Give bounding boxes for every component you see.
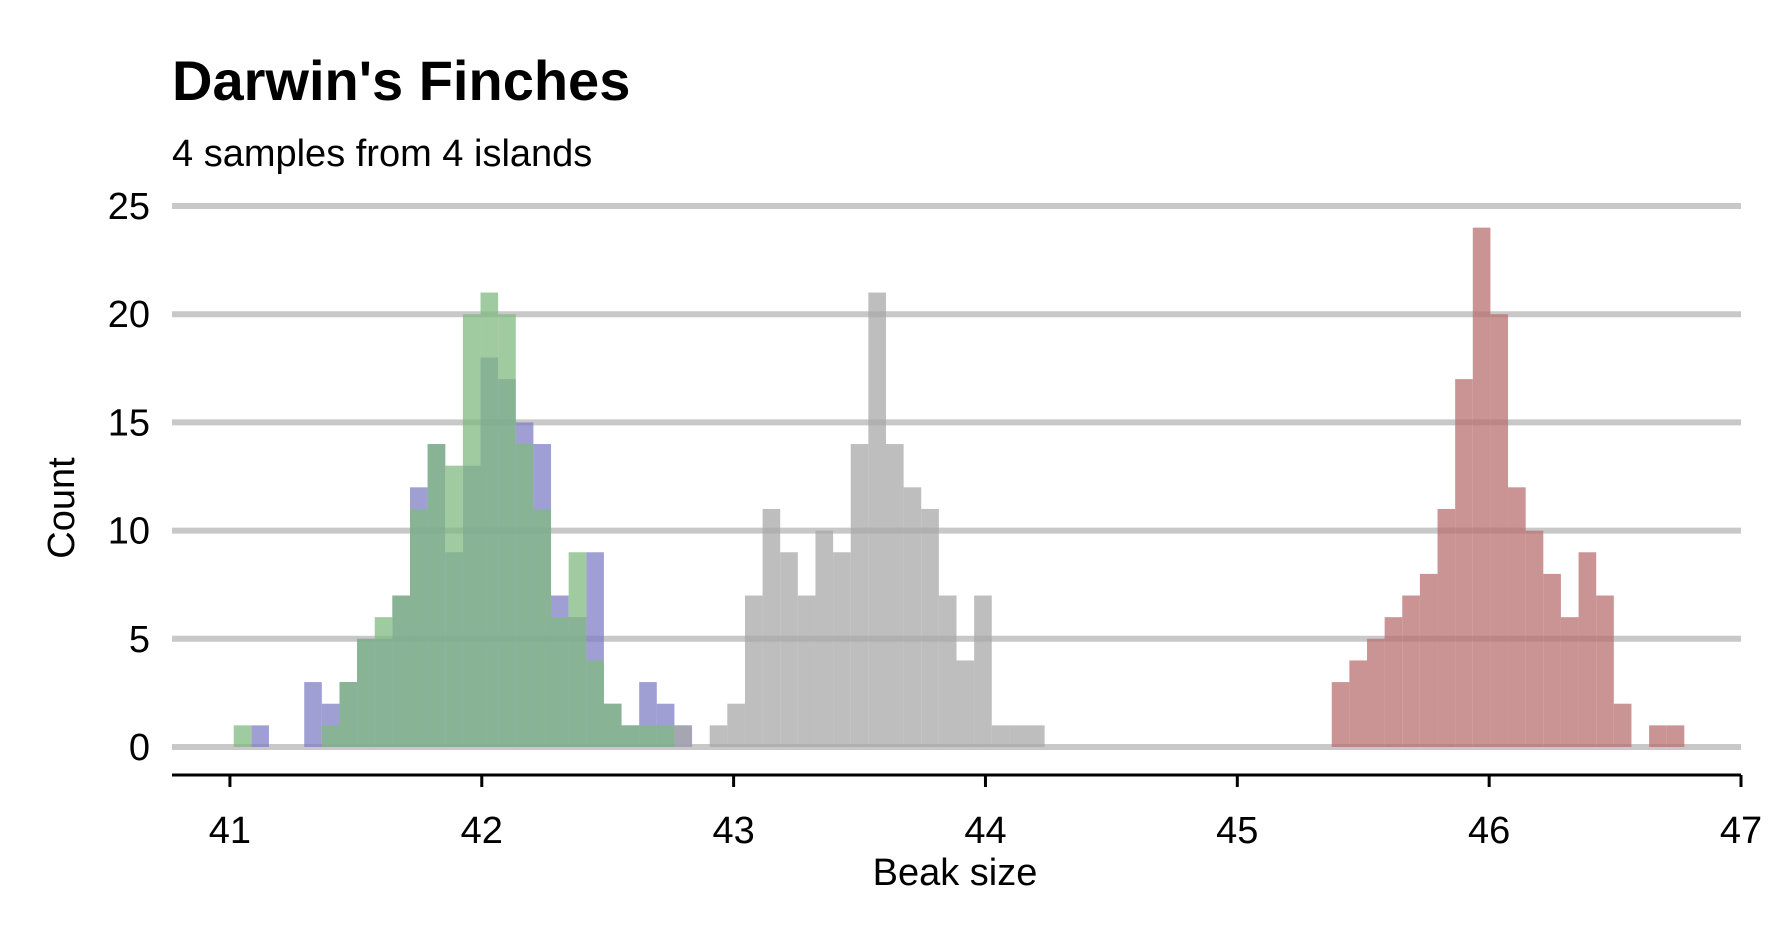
histogram-bar (1490, 314, 1509, 747)
histogram-bar (797, 595, 816, 747)
y-tick-label: 0 (129, 727, 150, 769)
histogram-bar (427, 444, 446, 747)
y-axis-label: Count (41, 457, 83, 559)
histogram-bar (639, 725, 657, 747)
histogram-bar (551, 617, 569, 747)
histogram-bar (744, 595, 763, 747)
histogram-bar (568, 552, 587, 747)
histogram-bar (956, 660, 975, 747)
histogram-bar (409, 508, 428, 747)
histogram-bar (233, 725, 252, 747)
histogram-bar (1402, 595, 1420, 747)
histogram-bar (374, 617, 393, 747)
histogram-bar (656, 725, 675, 747)
histogram-bar (974, 595, 992, 747)
histogram-bar (1367, 638, 1385, 747)
histogram-bar (1455, 379, 1473, 747)
histogram-bar (621, 725, 640, 747)
histogram-series (674, 292, 1045, 747)
histogram-bar (1578, 552, 1597, 747)
x-tick-label: 44 (964, 810, 1006, 852)
histogram-bar (533, 508, 552, 747)
histogram-bar (815, 530, 834, 747)
histogram-bar (762, 508, 781, 747)
histogram-bars (233, 227, 1685, 747)
histogram-bar (357, 638, 375, 747)
histogram-bar (833, 552, 851, 747)
histogram-bar (1543, 573, 1561, 747)
histogram-bar (1384, 617, 1403, 747)
histogram-bar (921, 508, 939, 747)
histogram-series (1331, 227, 1685, 747)
histogram-bar (938, 595, 957, 747)
y-tick-label: 5 (129, 619, 150, 661)
x-tick-label: 46 (1468, 810, 1510, 852)
histogram-bar (674, 725, 693, 747)
histogram-bar (868, 292, 886, 747)
histogram-bar (1666, 725, 1685, 747)
x-tick-label: 45 (1216, 810, 1258, 852)
histogram-bar (586, 660, 604, 747)
histogram-bar (339, 682, 358, 747)
histogram-series (233, 292, 675, 747)
x-tick-label: 42 (461, 810, 503, 852)
x-axis-ticks: 41 42 43 44 45 46 47 (209, 775, 1762, 852)
x-tick-label: 43 (712, 810, 754, 852)
y-tick-label: 10 (108, 511, 150, 553)
histogram-bar (850, 444, 869, 747)
y-tick-label: 15 (108, 402, 150, 444)
histogram-bar (603, 703, 622, 747)
histogram-bar (1027, 725, 1045, 747)
histogram-bar (780, 552, 798, 747)
histogram-bar (1596, 595, 1614, 747)
histogram-bar (304, 682, 322, 747)
chart-subtitle: 4 samples from 4 islands (172, 133, 592, 175)
histogram-bar (1419, 573, 1438, 747)
histogram-bar (991, 725, 1010, 747)
histogram-bar (480, 292, 499, 747)
histogram-bar (321, 725, 340, 747)
histogram-bar (1613, 703, 1632, 747)
y-tick-label: 25 (108, 186, 150, 228)
histogram-bar (1560, 617, 1579, 747)
histogram-bar (1525, 530, 1544, 747)
histogram-bar (1472, 227, 1491, 747)
x-tick-label: 47 (1720, 810, 1762, 852)
histogram-bar (515, 444, 534, 747)
histogram-bar (1437, 508, 1456, 747)
histogram-bar (1649, 725, 1667, 747)
histogram-bar (462, 314, 481, 747)
chart-title: Darwin's Finches (172, 49, 630, 112)
histogram-bar (498, 314, 516, 747)
histogram-bar (727, 703, 745, 747)
histogram-bar (1331, 682, 1350, 747)
histogram-bar (885, 444, 904, 747)
y-axis-ticks: 0 5 10 15 20 25 (108, 186, 150, 769)
y-tick-label: 20 (108, 294, 150, 336)
histogram-bar (1349, 660, 1368, 747)
x-tick-label: 41 (209, 810, 251, 852)
histogram-bar (1009, 725, 1028, 747)
histogram-bar (392, 595, 410, 747)
histogram-bar (251, 725, 269, 747)
x-axis-label: Beak size (873, 852, 1038, 894)
histogram-bar (709, 725, 728, 747)
histogram-bar (1508, 487, 1526, 747)
histogram-bar (445, 465, 463, 747)
histogram-bar (903, 487, 922, 747)
